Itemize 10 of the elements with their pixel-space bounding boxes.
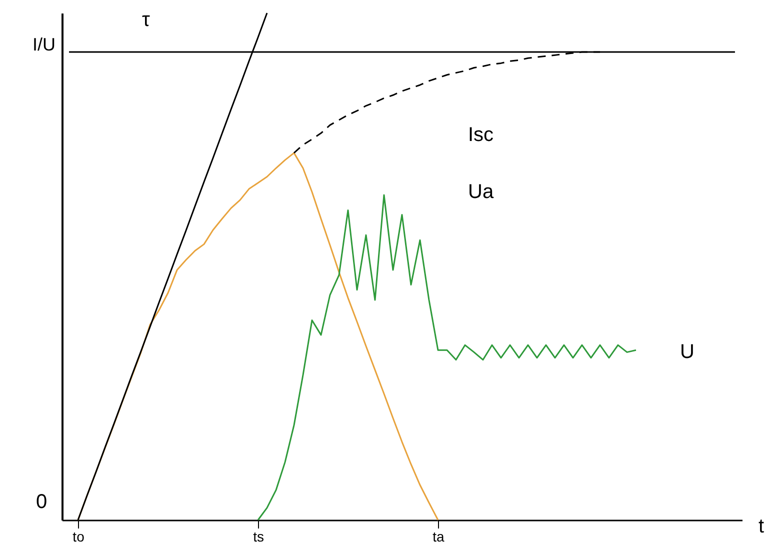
x-tick-label: to: [72, 528, 85, 544]
x-tick-label: ta: [432, 528, 445, 544]
text: 0: [36, 491, 48, 513]
annotation: Isc: [468, 124, 494, 146]
x-axis-title: t: [758, 516, 764, 538]
annotation: Ua: [468, 181, 494, 203]
x-tick-label: ts: [253, 528, 264, 544]
annotation: U: [680, 341, 694, 363]
annotation: τ: [142, 9, 150, 31]
y-axis-title: I/U: [32, 34, 56, 54]
